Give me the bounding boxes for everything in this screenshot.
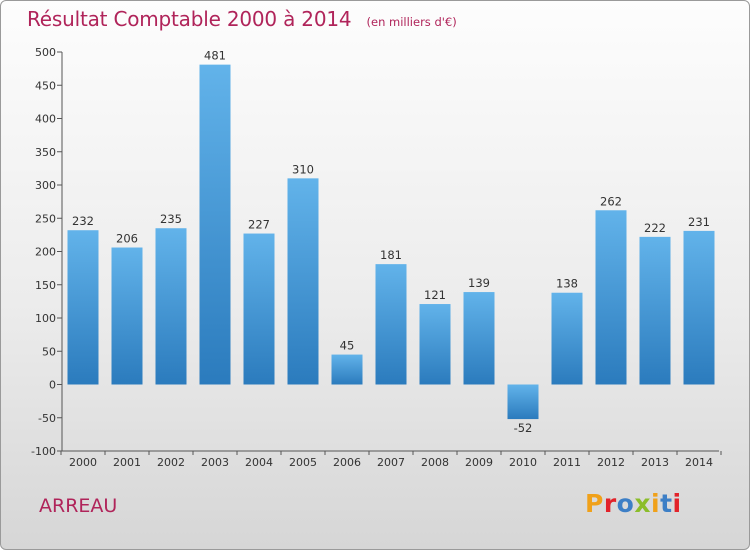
bar-2012 (595, 210, 627, 385)
logo-letter: i (672, 489, 682, 518)
bar-2000 (67, 230, 99, 385)
y-tick-label: 300 (35, 179, 56, 192)
data-label-2000: 232 (72, 214, 94, 228)
bar-2002 (155, 228, 187, 385)
axes: -100 -50 0 50 100 150 200 250 300 350 400 450 500 200… (31, 46, 722, 469)
y-tick-label: 150 (35, 279, 56, 292)
data-label-2009: 139 (468, 276, 490, 290)
x-tick-label: 2010 (509, 456, 537, 469)
data-labels: 232 206 235 481 227 310 45 181 121 139 -52 138 262 22… (72, 49, 710, 435)
chart-title: Résultat Comptable 2000 à 2014 (27, 7, 352, 31)
data-label-2008: 121 (424, 288, 446, 302)
x-tick-label: 2005 (289, 456, 317, 469)
x-tick-label: 2014 (685, 456, 713, 469)
y-tick-label: 100 (35, 312, 56, 325)
y-tick-label: 350 (35, 146, 56, 159)
proxiti-logo: Proxiti (585, 489, 682, 518)
data-label-2011: 138 (556, 277, 578, 291)
y-tick-label: -50 (38, 412, 56, 425)
y-tick-label: 450 (35, 79, 56, 92)
y-tick-label: 500 (35, 46, 56, 59)
bar-2006 (331, 354, 363, 385)
data-label-2006: 45 (340, 339, 355, 353)
bar-2010 (507, 384, 539, 420)
bars (67, 64, 715, 420)
x-tick-label: 2004 (245, 456, 273, 469)
logo-letter: o (616, 489, 635, 518)
x-tick-label: 2007 (377, 456, 405, 469)
x-tick-label: 2003 (201, 456, 229, 469)
bar-2008 (419, 304, 451, 385)
bar-2005 (287, 178, 319, 385)
bar-2014 (683, 230, 715, 385)
place-name: ARREAU (39, 495, 118, 517)
bar-2007 (375, 264, 407, 385)
bar-2009 (463, 292, 495, 385)
x-tick-label: 2001 (113, 456, 141, 469)
chart-subtitle: (en milliers d'€) (366, 15, 457, 29)
data-label-2005: 310 (292, 162, 314, 176)
bar-2004 (243, 233, 275, 385)
data-label-2003: 481 (204, 49, 226, 63)
y-tick-label: 250 (35, 212, 56, 225)
data-label-2004: 227 (248, 218, 270, 232)
logo-letter: P (585, 489, 604, 518)
x-tick-label: 2008 (421, 456, 449, 469)
data-label-2014: 231 (688, 215, 710, 229)
x-tick-label: 2012 (597, 456, 625, 469)
y-tick-label: -100 (31, 445, 56, 458)
y-tick-label: 50 (42, 345, 56, 358)
y-tick-label: 400 (35, 113, 56, 126)
logo-letter: x (634, 489, 651, 518)
x-tick-label: 2009 (465, 456, 493, 469)
data-label-2002: 235 (160, 212, 182, 226)
bar-2011 (551, 292, 583, 385)
x-tick-label: 2000 (69, 456, 97, 469)
data-label-2001: 206 (116, 232, 138, 246)
title-row: Résultat Comptable 2000 à 2014 (en milli… (27, 7, 457, 31)
y-tick-label: 0 (49, 379, 56, 392)
logo-letter: r (603, 489, 617, 518)
data-label-2012: 262 (600, 194, 622, 208)
logo-letter: t (660, 489, 673, 518)
bar-2003 (199, 64, 231, 385)
y-tick-label: 200 (35, 246, 56, 259)
x-tick-label: 2002 (157, 456, 185, 469)
bar-2001 (111, 247, 143, 385)
x-tick-label: 2006 (333, 456, 361, 469)
logo-letter: i (651, 489, 661, 518)
x-tick-label: 2011 (553, 456, 581, 469)
data-label-2007: 181 (380, 248, 402, 262)
data-label-2010: -52 (514, 421, 533, 435)
x-tick-label: 2013 (641, 456, 669, 469)
data-label-2013: 222 (644, 221, 666, 235)
bar-2013 (639, 236, 671, 385)
